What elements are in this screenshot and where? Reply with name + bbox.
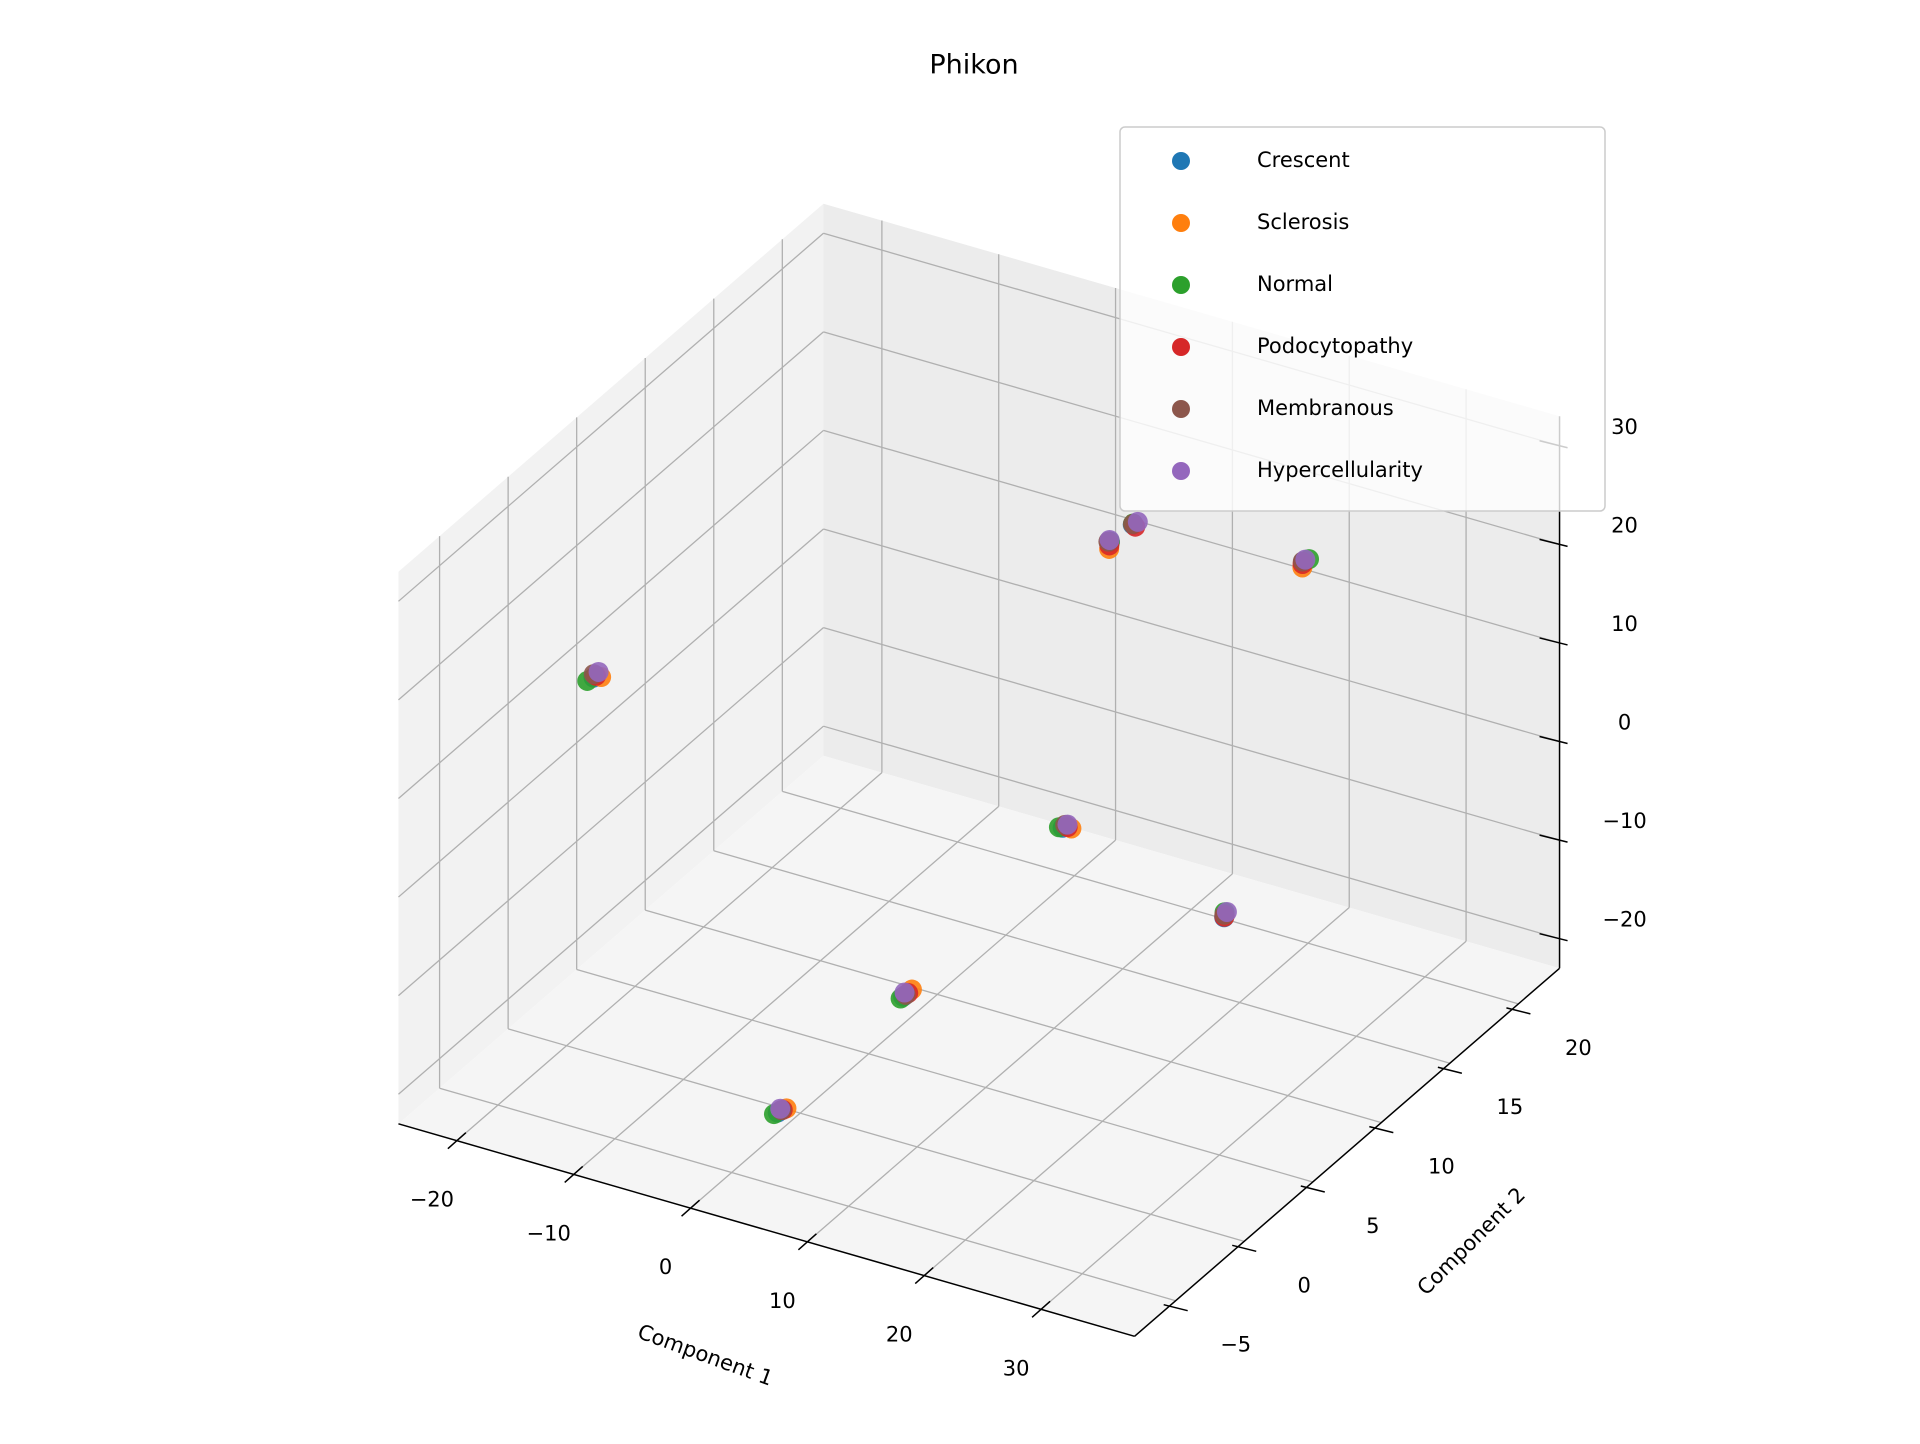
legend-label: Crescent bbox=[1257, 148, 1350, 172]
scatter-point bbox=[1216, 901, 1237, 922]
y-tick-label: 15 bbox=[1497, 1095, 1524, 1119]
scatter-point bbox=[894, 982, 915, 1003]
y-tick-label: 0 bbox=[1298, 1273, 1311, 1297]
grid-line bbox=[823, 528, 1560, 743]
y-tick-label: 10 bbox=[1428, 1155, 1455, 1179]
z-tick-label: 0 bbox=[1618, 711, 1631, 735]
legend-marker bbox=[1172, 214, 1190, 232]
grid-line bbox=[576, 968, 1313, 1183]
tick-mark bbox=[1369, 1125, 1394, 1134]
tick-mark bbox=[1539, 637, 1568, 646]
legend-label: Normal bbox=[1257, 272, 1333, 296]
legend-frame bbox=[1119, 126, 1606, 512]
x-tick-label: −10 bbox=[527, 1221, 571, 1245]
y-tick-label: 5 bbox=[1366, 1214, 1379, 1238]
grid-line bbox=[507, 1028, 1245, 1242]
z-tick-label: −10 bbox=[1602, 809, 1646, 833]
left-pane bbox=[398, 203, 824, 1124]
tick-mark bbox=[1232, 1244, 1257, 1253]
z-tick-label: 20 bbox=[1611, 513, 1638, 537]
scatter-point bbox=[1295, 549, 1316, 570]
scatter-point bbox=[770, 1098, 791, 1119]
grid-line bbox=[923, 907, 1350, 1277]
scatter-point bbox=[1127, 511, 1148, 532]
tick-mark bbox=[1506, 1007, 1531, 1015]
x-axis-label: Component 1 bbox=[635, 1320, 777, 1391]
scatter-point bbox=[1057, 814, 1078, 835]
floor-pane bbox=[398, 755, 1560, 1337]
tick-mark bbox=[1539, 735, 1568, 745]
grid-line bbox=[398, 528, 824, 898]
legend-marker bbox=[1172, 400, 1190, 418]
chart-title: Phikon bbox=[929, 50, 1018, 81]
legend-marker bbox=[1172, 276, 1190, 294]
x-tick-label: −20 bbox=[410, 1188, 454, 1212]
legend-label: Podocytopathy bbox=[1257, 334, 1413, 358]
tick-mark bbox=[1539, 834, 1568, 843]
z-tick-label: −20 bbox=[1602, 908, 1646, 932]
grid-line bbox=[806, 873, 1233, 1243]
grid-line bbox=[645, 909, 1382, 1124]
grid-line bbox=[823, 429, 1560, 644]
grid-line bbox=[823, 626, 1560, 841]
grid-line bbox=[398, 725, 824, 1095]
legend-marker bbox=[1172, 462, 1190, 480]
grid-line bbox=[398, 331, 824, 701]
tick-mark bbox=[1539, 932, 1568, 942]
x-tick-label: 30 bbox=[1003, 1356, 1030, 1380]
y-axis-label: Component 2 bbox=[1413, 1183, 1530, 1300]
grid-line bbox=[456, 772, 883, 1142]
scatter-point bbox=[1099, 529, 1120, 550]
z-tick-label: 30 bbox=[1611, 415, 1638, 439]
grid-line bbox=[398, 232, 824, 602]
grid-line bbox=[398, 627, 824, 997]
legend-marker bbox=[1172, 338, 1190, 356]
tick-mark bbox=[1437, 1066, 1463, 1074]
x-tick-label: 10 bbox=[769, 1289, 796, 1313]
x-tick-label: 0 bbox=[659, 1255, 672, 1279]
grid-line bbox=[439, 1087, 1176, 1302]
y-tick-label: −5 bbox=[1220, 1333, 1251, 1357]
legend-label: Sclerosis bbox=[1257, 210, 1349, 234]
grid-line bbox=[1040, 940, 1467, 1310]
legend-marker bbox=[1172, 152, 1190, 170]
x-tick-label: 20 bbox=[886, 1323, 913, 1347]
x-axis-line bbox=[398, 1123, 1135, 1338]
grid-line bbox=[573, 805, 1000, 1175]
tick-mark bbox=[1300, 1185, 1325, 1193]
legend: Crescent Sclerosis Normal Podocytopathy Memb… bbox=[1119, 126, 1606, 512]
grid-line bbox=[823, 725, 1560, 940]
tick-mark bbox=[1539, 538, 1568, 548]
scatter-point bbox=[588, 661, 609, 682]
y-tick-label: 20 bbox=[1565, 1036, 1592, 1060]
grid-line bbox=[398, 429, 824, 799]
grid-line bbox=[690, 839, 1116, 1209]
legend-label: Hypercellularity bbox=[1257, 458, 1423, 482]
z-tick-label: 10 bbox=[1611, 612, 1638, 636]
y-axis-line bbox=[1134, 967, 1561, 1337]
grid-line bbox=[782, 790, 1519, 1005]
grid-line bbox=[713, 850, 1451, 1064]
legend-label: Membranous bbox=[1257, 396, 1394, 420]
tick-mark bbox=[1163, 1303, 1188, 1312]
